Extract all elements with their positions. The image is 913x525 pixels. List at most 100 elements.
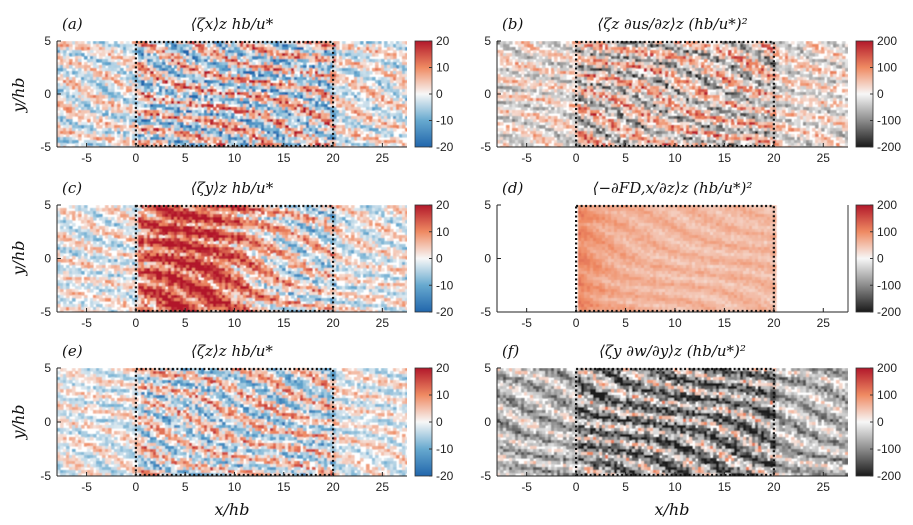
panel-title: ⟨ζx⟩z hb/u*: [191, 15, 274, 33]
colorbar-tick-label: 0: [436, 252, 443, 266]
x-tick-label: 20: [326, 480, 340, 494]
x-tick-label: 10: [228, 316, 242, 330]
y-tick-label: 0: [484, 252, 491, 266]
dotted-canopy-box: [134, 40, 335, 148]
x-tick-label: 15: [277, 316, 291, 330]
colorbar-tick-label: -100: [877, 114, 901, 128]
x-tick-label: 10: [668, 316, 682, 330]
x-tick-label: 5: [622, 316, 629, 330]
x-tick-label: 15: [718, 316, 732, 330]
x-tick-label: -5: [81, 316, 92, 330]
panel-d: -5 0 5 10 15 20 25 5 0 -5 (d) ⟨−∂FD,x/∂z⟩z (hb/u*)²…: [480, 179, 901, 330]
panel-b: -5 0 5 10 15 20 25 5 0 -5 (b) ⟨ζz ∂us/∂z⟩z (hb/u*)²…: [480, 15, 901, 165]
y-tick-label: 0: [44, 252, 51, 266]
panel-title: ⟨ζy ∂w/∂y⟩z (hb/u*)²: [599, 342, 746, 360]
xlabel-right: x/hb: [655, 500, 690, 519]
colorbar-tick-label: 10: [436, 225, 450, 239]
colorbar-tick-label: 100: [877, 225, 897, 239]
panel-title: ⟨−∂FD,x/∂z⟩z (hb/u*)²: [593, 179, 753, 197]
heatmap-b: [497, 41, 848, 147]
y-tick-label: 0: [44, 87, 51, 101]
x-tick-label: 20: [767, 316, 781, 330]
x-tick-label: 10: [228, 151, 242, 165]
y-tick-label: -5: [480, 305, 491, 319]
colorbar-tick-label: -200: [877, 140, 901, 154]
ylabel-row-3: y/hb: [9, 405, 28, 441]
panel-title: ⟨ζy⟩z hb/u*: [191, 179, 274, 197]
y-tick-label: 5: [484, 198, 491, 212]
colorbar-tick-label: 10: [436, 388, 450, 402]
panel-label: (e): [62, 342, 83, 360]
xlabel-left: x/hb: [215, 500, 250, 519]
panel-label: (f): [502, 342, 519, 360]
panel-label: (d): [502, 179, 523, 197]
panel-label: (c): [62, 179, 82, 197]
y-tick-label: 0: [484, 415, 491, 429]
x-tick-label: 20: [767, 480, 781, 494]
colorbar-tick-label: -20: [436, 140, 454, 154]
panel-a: -5 0 5 10 15 20 25 5 0 -5 (a) ⟨ζx⟩z hb/u* 20 10 0 -10 -2…: [40, 15, 453, 165]
y-tick-label: 5: [44, 198, 51, 212]
colorbar-tick-label: -20: [436, 305, 454, 319]
x-tick-label: 0: [573, 151, 580, 165]
colorbar-tick-label: 100: [877, 388, 897, 402]
x-tick-label: 20: [767, 151, 781, 165]
x-tick-label: 5: [182, 316, 189, 330]
y-tick-label: -5: [40, 305, 51, 319]
colorbar-tick-label: 200: [877, 198, 897, 212]
x-tick-label: 25: [376, 151, 390, 165]
colorbar-tick-label: -10: [436, 114, 454, 128]
panel-title: ⟨ζz⟩z hb/u*: [191, 342, 273, 360]
panel-label: (b): [502, 15, 523, 33]
y-tick-label: -5: [480, 140, 491, 154]
ylabel: y/hb: [9, 405, 28, 441]
x-tick-label: 5: [182, 480, 189, 494]
ylabel-row-1: y/hb: [9, 78, 28, 114]
x-tick-label: -5: [81, 151, 92, 165]
dotted-canopy-box: [574, 367, 775, 477]
heatmap-e: [57, 368, 407, 476]
x-tick-label: 0: [133, 316, 140, 330]
heatmap-f: [497, 368, 848, 476]
y-tick-label: 5: [484, 34, 491, 48]
x-tick-label: 10: [668, 480, 682, 494]
x-tick-label: 25: [376, 480, 390, 494]
y-tick-label: -5: [40, 469, 51, 483]
y-tick-label: 0: [484, 87, 491, 101]
x-tick-label: 0: [133, 480, 140, 494]
ylabel: y/hb: [9, 78, 28, 114]
x-tick-label: 15: [277, 480, 291, 494]
colorbar-tick-label: -10: [436, 278, 454, 292]
panel-f: -5 0 5 10 15 20 25 5 0 -5 (f) ⟨ζy ∂w/∂y⟩z (hb/u*)² 2…: [480, 342, 901, 494]
x-tick-label: 5: [182, 151, 189, 165]
x-tick-label: -5: [521, 480, 532, 494]
x-tick-label: 15: [277, 151, 291, 165]
ylabel: y/hb: [9, 241, 28, 277]
x-tick-label: 15: [718, 151, 732, 165]
colorbar-tick-label: 20: [436, 198, 450, 212]
colorbar-tick-label: 10: [436, 61, 450, 75]
colorbar-tick-label: -20: [436, 469, 454, 483]
x-tick-label: 25: [817, 316, 831, 330]
ylabel-row-2: y/hb: [9, 241, 28, 277]
colorbar-tick-label: 0: [436, 415, 443, 429]
x-tick-label: 0: [573, 316, 580, 330]
y-tick-label: -5: [40, 140, 51, 154]
x-tick-label: 10: [668, 151, 682, 165]
y-tick-label: 5: [484, 361, 491, 375]
panel-label: (a): [62, 15, 83, 33]
x-tick-label: 15: [718, 480, 732, 494]
colorbar-tick-label: -100: [877, 278, 901, 292]
colorbar-tick-label: 200: [877, 361, 897, 375]
x-tick-label: 20: [326, 151, 340, 165]
x-tick-label: 25: [817, 151, 831, 165]
colorbar-tick-label: 200: [877, 34, 897, 48]
colorbar-tick-label: 100: [877, 61, 897, 75]
heatmap-a: [57, 41, 407, 147]
x-tick-label: -5: [521, 151, 532, 165]
panel-c: -5 0 5 10 15 20 25 5 0 -5 (c) ⟨ζy⟩z hb/u* 20 10 0 -10 -2…: [40, 179, 453, 330]
colorbar-tick-label: -200: [877, 469, 901, 483]
y-tick-label: 0: [44, 415, 51, 429]
x-tick-label: 10: [228, 480, 242, 494]
